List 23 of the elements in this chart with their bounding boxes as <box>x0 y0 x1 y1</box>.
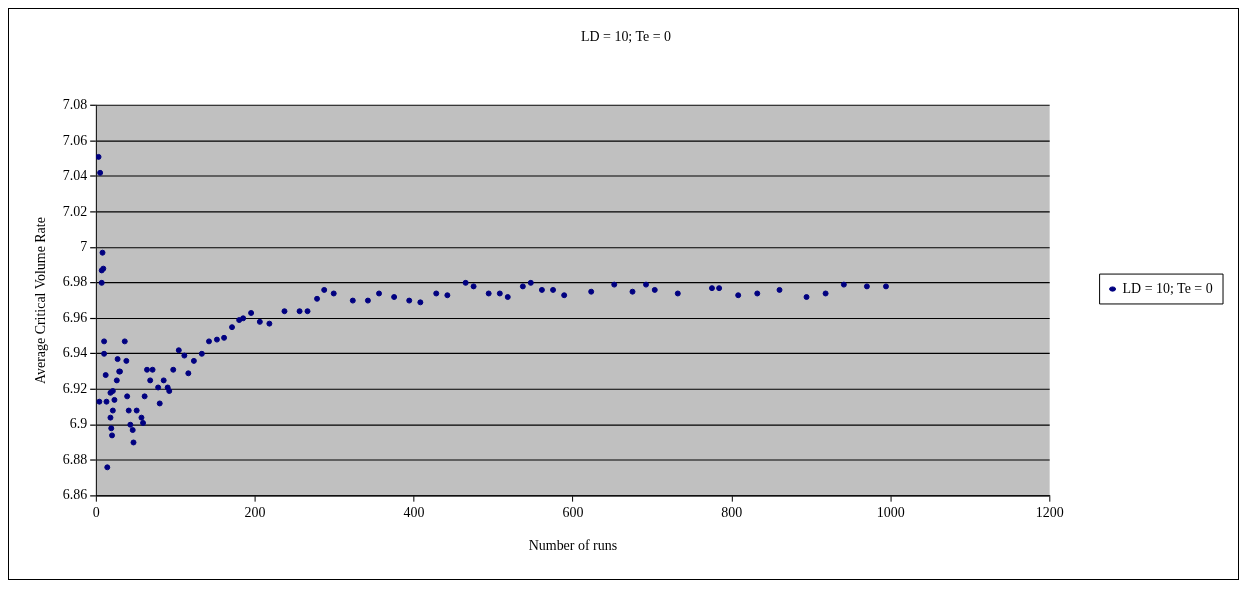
x-tick-label: 800 <box>721 504 743 520</box>
y-tick-label: 7.08 <box>62 97 88 113</box>
y-tick-label: 6.94 <box>62 345 88 361</box>
legend-label: LD = 10; Te = 0 <box>1122 280 1213 296</box>
y-tick-label: 7 <box>80 239 88 255</box>
chart-title: LD = 10; Te = 0 <box>580 28 672 44</box>
x-tick-label: 600 <box>562 504 584 520</box>
y-tick-label: 6.9 <box>69 416 88 432</box>
y-tick-label: 7.06 <box>62 132 88 148</box>
y-tick-label: 6.98 <box>62 274 88 290</box>
x-tick-label: 200 <box>244 504 266 520</box>
y-axis-title: Average Critical Volume Rate <box>33 217 49 385</box>
x-tick-label: 400 <box>403 504 425 520</box>
x-tick-label: 1000 <box>876 504 905 520</box>
x-tick-label: 0 <box>92 504 100 520</box>
y-tick-label: 6.96 <box>62 309 88 325</box>
y-tick-label: 6.92 <box>62 380 88 396</box>
x-axis-title: Number of runs <box>528 538 618 554</box>
y-tick-label: 6.88 <box>62 451 88 467</box>
y-tick-label: 7.02 <box>62 203 88 219</box>
x-tick-label: 1200 <box>1035 504 1064 520</box>
y-tick-label: 6.86 <box>62 487 88 503</box>
y-tick-label: 7.04 <box>62 168 88 184</box>
